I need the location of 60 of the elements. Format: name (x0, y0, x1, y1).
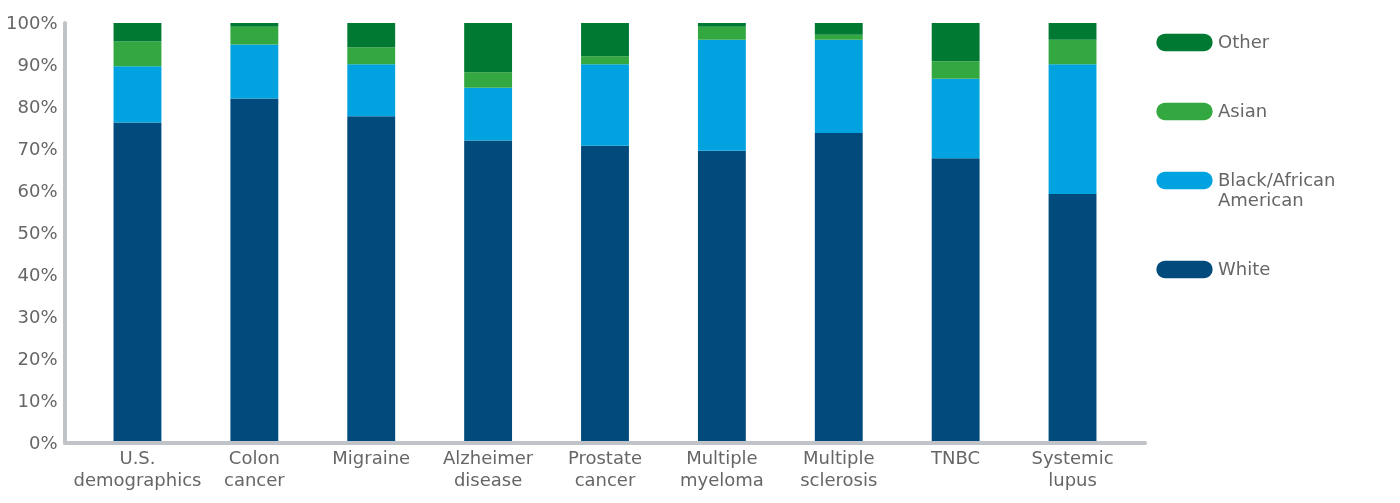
bar (697, 23, 746, 27)
bar (931, 61, 980, 79)
bar (931, 23, 980, 62)
bar (581, 64, 629, 146)
bar (1048, 64, 1097, 194)
legend-label: Asian (1218, 99, 1268, 121)
bar (814, 23, 863, 35)
bar (113, 66, 162, 123)
bar (1048, 39, 1097, 65)
bar (347, 23, 396, 48)
y-tick-label: 70% (17, 137, 58, 159)
x-tick-label: Migraine (332, 446, 411, 468)
bar (1048, 23, 1097, 40)
bar (814, 133, 863, 443)
bar (464, 23, 513, 73)
x-tick-label: Systemic lupus (1031, 446, 1114, 490)
bar (814, 39, 863, 134)
y-tick-label: 0% (28, 431, 58, 453)
bar (113, 122, 162, 443)
bar (464, 72, 513, 88)
x-tick-label: Multiple sclerosis (800, 446, 878, 490)
y-tick-label: 90% (17, 53, 58, 75)
bar (464, 87, 513, 141)
bar (230, 98, 279, 443)
legend-label: Black/African American (1218, 168, 1336, 210)
legend-label: White (1218, 257, 1271, 279)
legend-label: Other (1218, 30, 1270, 52)
x-tick-label: U.S. demographics (73, 446, 202, 490)
y-tick-label: 30% (17, 305, 58, 327)
y-tick-label: 10% (17, 389, 58, 411)
bar (1048, 193, 1097, 443)
bar (230, 44, 279, 99)
y-tick-label: 40% (17, 263, 58, 285)
bar (931, 158, 980, 443)
x-tick-label: Prostate cancer (567, 446, 643, 490)
bar (113, 23, 162, 42)
bar (581, 145, 629, 443)
x-tick-label: TNBC (930, 446, 981, 468)
bar (697, 39, 746, 151)
bar (347, 116, 396, 443)
x-tick-label: Colon cancer (223, 446, 286, 490)
y-tick-label: 20% (17, 347, 58, 369)
y-tick-label: 100% (6, 11, 58, 33)
y-tick-label: 80% (17, 95, 58, 117)
bar (697, 150, 746, 443)
bar (464, 140, 513, 443)
bar (814, 34, 863, 40)
bar (347, 64, 396, 117)
bar (347, 47, 396, 65)
bar (230, 26, 279, 45)
bar (113, 41, 162, 67)
y-tick-label: 60% (17, 179, 58, 201)
bar (581, 23, 629, 57)
y-tick-label: 50% (17, 221, 58, 243)
bar (230, 23, 279, 27)
bar (581, 56, 629, 65)
bar (931, 78, 980, 159)
x-tick-label: Multiple myeloma (679, 446, 764, 490)
x-tick-label: Alzheimer disease (442, 446, 534, 490)
bar (697, 26, 746, 40)
